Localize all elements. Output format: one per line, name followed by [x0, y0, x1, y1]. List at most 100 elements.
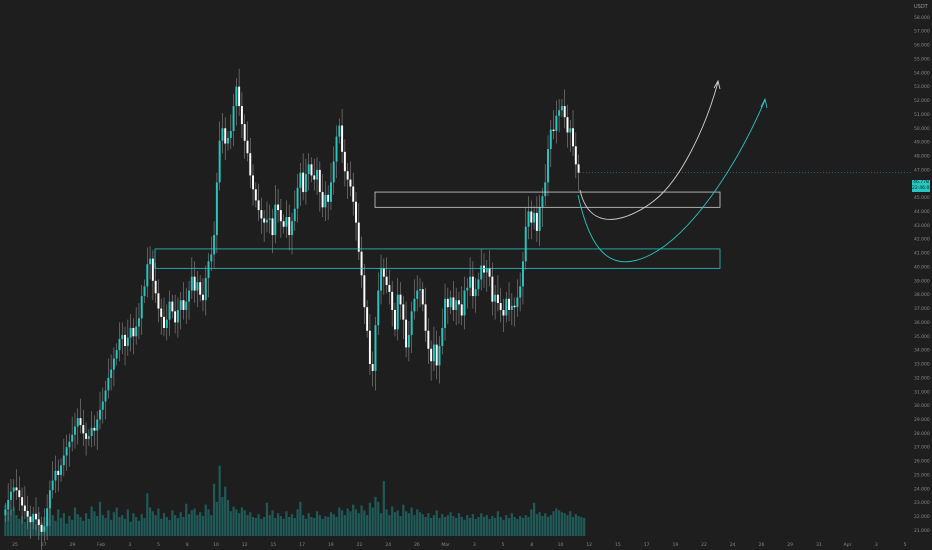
candle-body	[366, 307, 369, 331]
candle-body	[396, 294, 399, 330]
volume-bar	[494, 517, 497, 536]
volume-bar	[226, 499, 230, 536]
candle-body	[76, 418, 79, 427]
candle-body	[432, 344, 435, 362]
candle-body	[199, 282, 202, 295]
candle-body	[405, 319, 408, 348]
volume-bar	[304, 518, 308, 536]
volume-bar	[12, 507, 15, 536]
y-tick-label: 30.000	[914, 403, 930, 409]
x-tick-label: 25	[12, 542, 18, 548]
candle-body	[282, 221, 285, 227]
projection-path-white	[579, 81, 719, 220]
volume-bar	[499, 517, 502, 536]
candle-body	[254, 189, 257, 201]
volume-bar	[221, 497, 224, 536]
volume-bar	[524, 515, 527, 536]
candle-body	[99, 409, 101, 420]
candle-body	[146, 264, 149, 287]
volume-bar	[249, 512, 252, 536]
candle-body	[304, 174, 307, 193]
volume-bar	[535, 514, 538, 536]
volume-bar	[307, 513, 310, 536]
volume-bar	[354, 509, 358, 536]
projection-arrow-white	[713, 79, 721, 90]
volume-bar	[413, 515, 416, 536]
candle-body	[496, 294, 499, 304]
volume-bar	[516, 518, 519, 536]
volume-bar	[435, 510, 438, 536]
volume-bar	[71, 519, 74, 536]
candle-body	[357, 222, 360, 252]
candle-body	[516, 297, 519, 308]
volume-bar	[379, 513, 383, 536]
volume-bar	[302, 515, 305, 536]
volume-bar	[471, 514, 474, 536]
y-tick-label: 27.000	[914, 445, 930, 451]
y-tick-label: 48.000	[914, 154, 930, 160]
candle-body	[555, 115, 558, 132]
candle-body	[474, 289, 477, 297]
volume-bar	[477, 517, 480, 536]
candle-body	[229, 131, 232, 138]
candle-body	[107, 377, 110, 391]
candle-body	[444, 298, 447, 328]
x-tick-label: 8	[186, 542, 189, 548]
x-tick-label: 26	[759, 542, 765, 548]
candle-body	[176, 309, 179, 323]
volume-bar	[391, 506, 394, 536]
volume-bar	[338, 507, 341, 536]
volume-bar	[407, 513, 410, 536]
candle-body	[552, 129, 555, 132]
candle-body	[416, 290, 419, 299]
candle-body	[154, 280, 157, 294]
x-tick-label: 29	[787, 542, 793, 548]
candle-body	[327, 194, 330, 202]
candle-body	[332, 161, 335, 183]
candle-body	[427, 330, 430, 349]
candle-body	[73, 426, 76, 435]
volume-bar	[260, 518, 263, 536]
candle-body	[483, 265, 485, 273]
candle-body	[430, 348, 433, 362]
volume-bar	[137, 520, 141, 536]
candle-body	[235, 86, 238, 107]
candle-body	[302, 172, 305, 193]
candle-body	[293, 208, 296, 222]
volume-bar	[18, 518, 21, 536]
candle-body	[521, 261, 524, 287]
volume-bar	[154, 515, 157, 536]
candle-body	[140, 296, 143, 319]
candle-body	[299, 172, 302, 188]
x-tick-label: 19	[672, 542, 678, 548]
volume-bar	[580, 517, 583, 536]
volume-bar	[480, 513, 483, 536]
y-tick-label: 50.000	[914, 126, 930, 132]
candle-body	[494, 294, 497, 302]
volume-bar	[310, 517, 313, 536]
candle-body	[143, 286, 146, 297]
volume-bar	[251, 517, 255, 536]
volume-bar	[577, 516, 580, 536]
candle-body	[118, 339, 121, 351]
candle-body	[413, 298, 416, 312]
x-tick-label: 3	[875, 542, 878, 548]
candle-body	[115, 350, 118, 359]
x-tick-label: 24	[730, 542, 736, 548]
candle-body	[313, 175, 316, 180]
y-tick-label: 41.000	[914, 251, 930, 257]
candle-body	[563, 106, 566, 118]
y-tick-label: 35.000	[914, 334, 930, 340]
candle-body	[533, 212, 536, 223]
volume-bar	[23, 521, 26, 536]
volume-bar	[187, 514, 191, 536]
candle-body	[538, 207, 541, 231]
candle-body	[441, 327, 444, 347]
volume-bar	[321, 518, 324, 536]
candle-body	[560, 106, 563, 111]
zone-upper	[374, 191, 721, 208]
projection-path-cyan	[577, 99, 766, 263]
x-tick-label: 15	[271, 542, 277, 548]
x-tick-label: 19	[328, 542, 334, 548]
